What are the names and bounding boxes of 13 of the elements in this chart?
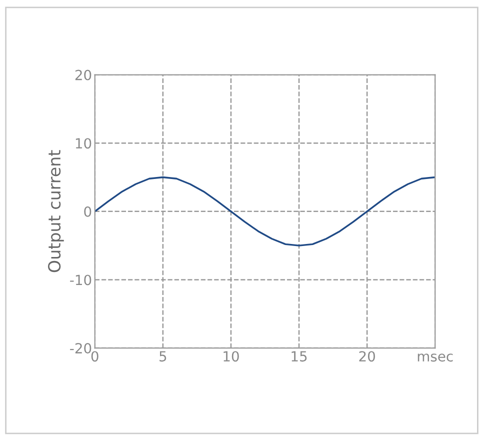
x-tick-label: 15 [292,351,307,362]
y-tick-label: -20 [70,343,92,354]
y-tick-label: 10 [76,138,92,149]
y-tick-label: -10 [70,274,92,286]
x-tick-label: msec [418,354,453,362]
y-tick-label: 20 [75,70,92,80]
x-tick-label: 5 [160,351,166,362]
x-tick-label: 10 [224,351,239,362]
line-series [94,176,436,246]
y-tick-label: 0 [84,206,92,217]
y-axis-title: Output current [48,150,64,272]
x-tick-label: 20 [359,351,375,362]
x-tick-label: 0 [91,351,98,362]
